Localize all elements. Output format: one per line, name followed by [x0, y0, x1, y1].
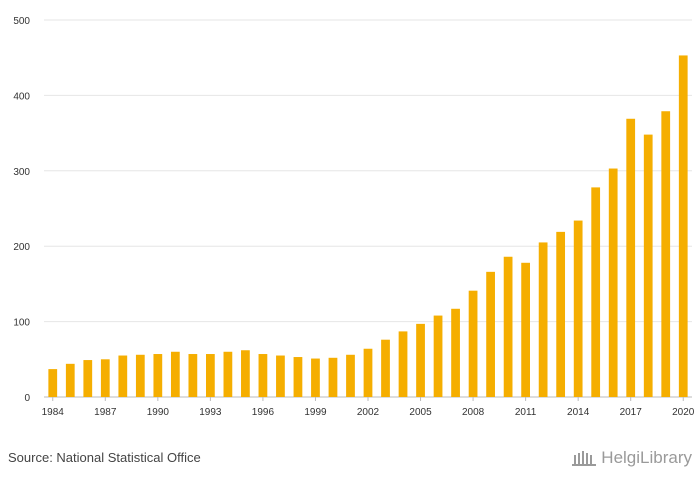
- bar-1997: [276, 355, 285, 397]
- bar-1984: [48, 369, 58, 397]
- bars-group: [48, 55, 688, 398]
- bar-2019: [661, 111, 671, 397]
- bar-1998: [293, 357, 303, 397]
- y-tick-label: 200: [13, 242, 30, 253]
- bar-1991: [170, 351, 180, 397]
- bar-1999: [311, 358, 320, 397]
- bar-2020: [678, 55, 688, 398]
- bar-2017: [626, 118, 636, 398]
- brand-logo: HelgiLibrary: [571, 448, 692, 468]
- x-tick-label: 1999: [304, 407, 327, 418]
- bar-2003: [381, 339, 390, 397]
- bar-2007: [451, 308, 460, 397]
- bar-2010: [503, 256, 513, 397]
- x-tick-label: 2014: [567, 407, 590, 418]
- x-tick-label: 2020: [672, 407, 695, 418]
- bar-chart: 1984 1987 1990 1993 1996 1999 2002 2005 2008 2011…: [13, 16, 695, 418]
- y-tick-label: 500: [13, 16, 30, 27]
- bar-2012: [538, 242, 548, 397]
- bar-1996: [258, 354, 268, 397]
- x-tick-label: 2011: [515, 407, 537, 418]
- y-axis: 0 100 200 300 400 500: [13, 16, 30, 404]
- bar-2018: [643, 134, 653, 397]
- bar-1985: [65, 363, 75, 397]
- bar-2011: [521, 262, 530, 397]
- brand-name: HelgiLibrary: [601, 448, 692, 467]
- x-tick-label: 1984: [42, 407, 65, 418]
- bar-1993: [206, 354, 215, 397]
- bar-1989: [135, 354, 145, 397]
- bar-2015: [591, 187, 601, 397]
- bar-2004: [398, 331, 408, 397]
- gridlines: [44, 19, 692, 398]
- bar-2002: [363, 348, 373, 397]
- bar-2001: [346, 354, 355, 397]
- y-tick-label: 400: [13, 91, 30, 102]
- source-note: Source: National Statistical Office: [8, 450, 201, 465]
- bar-1994: [223, 351, 233, 397]
- x-tick-label: 2005: [409, 407, 432, 418]
- library-building-icon: [572, 451, 597, 466]
- bar-2005: [416, 323, 425, 397]
- bar-2016: [608, 168, 618, 397]
- bar-2008: [468, 290, 478, 397]
- bar-1986: [83, 360, 93, 397]
- bar-1995: [241, 350, 250, 397]
- x-tick-label: 1987: [94, 407, 117, 418]
- x-tick-label: 2017: [620, 407, 643, 418]
- y-tick-label: 0: [24, 393, 30, 404]
- x-tick-label: 1996: [252, 407, 275, 418]
- x-tick-label: 1993: [199, 407, 222, 418]
- bar-2006: [433, 315, 443, 397]
- x-tick-label: 2002: [357, 407, 380, 418]
- bar-2009: [486, 271, 495, 397]
- bar-1990: [153, 354, 163, 397]
- bar-1988: [118, 355, 128, 397]
- bar-1992: [188, 354, 198, 397]
- x-axis: 1984 1987 1990 1993 1996 1999 2002 2005 2008 2011…: [42, 397, 695, 418]
- x-tick-label: 2008: [462, 407, 485, 418]
- bar-2013: [556, 231, 566, 397]
- bar-2014: [573, 220, 583, 397]
- bar-1987: [100, 359, 110, 397]
- bar-2000: [328, 357, 338, 397]
- x-tick-label: 1990: [147, 407, 170, 418]
- y-tick-label: 100: [13, 318, 30, 329]
- y-tick-label: 300: [13, 167, 30, 178]
